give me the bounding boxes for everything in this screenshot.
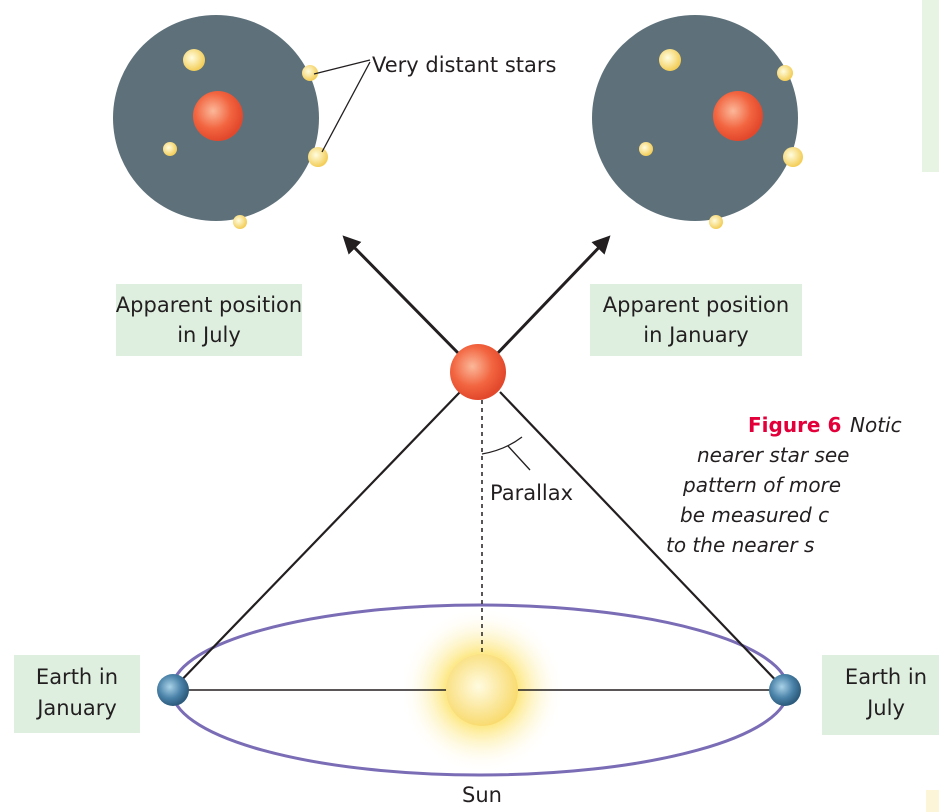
caption-line: be measured c xyxy=(680,503,829,527)
leader-line xyxy=(314,60,370,74)
label-sun: Sun xyxy=(462,783,502,807)
label-distant-stars: Very distant stars xyxy=(372,53,556,77)
label-earth-july: July xyxy=(865,696,905,720)
caption-line: to the nearer s xyxy=(666,533,814,557)
arrow xyxy=(345,238,462,357)
label-earth-january: Earth in xyxy=(36,665,118,689)
earth xyxy=(157,674,189,706)
label-july: Apparent position xyxy=(116,293,302,317)
label-earth-january: January xyxy=(35,696,117,720)
diagram: Very distant stars Apparent position in … xyxy=(0,0,939,812)
sun xyxy=(446,654,518,726)
label-july: in July xyxy=(177,323,241,347)
label-parallax: Parallax xyxy=(490,481,573,505)
label-january: Apparent position xyxy=(603,293,789,317)
label-earth-july: Earth in xyxy=(845,665,927,689)
leader-line xyxy=(508,446,530,470)
caption-line: pattern of more xyxy=(682,473,841,497)
sky-january xyxy=(592,15,803,229)
side-box xyxy=(922,0,939,172)
leader-line xyxy=(322,62,370,152)
label-january: in January xyxy=(643,323,748,347)
caption-line: Notic xyxy=(850,413,902,437)
side-box xyxy=(926,790,939,812)
earth xyxy=(769,674,801,706)
near-star xyxy=(450,344,506,400)
sky-july xyxy=(113,15,328,229)
caption-figure: Figure 6 xyxy=(748,413,841,437)
caption-line: nearer star see xyxy=(697,443,849,467)
parallax-arc xyxy=(482,437,522,454)
